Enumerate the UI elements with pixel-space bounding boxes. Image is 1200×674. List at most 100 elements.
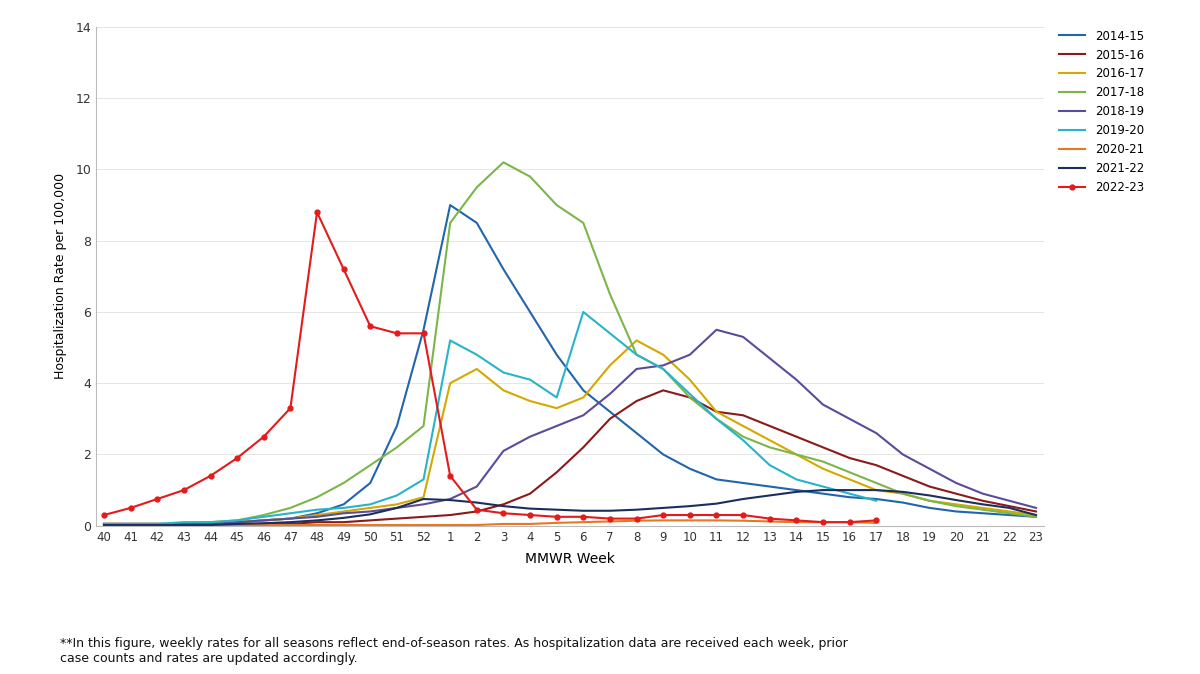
2020-21 <box>203 521 217 529</box>
Y-axis label: Hospitalization Rate per 100,000: Hospitalization Rate per 100,000 <box>54 173 67 379</box>
2017-18 <box>176 520 191 528</box>
2014-15 <box>283 514 298 522</box>
2015-16 <box>310 518 324 526</box>
2022-23 <box>842 518 857 526</box>
2021-22 <box>150 521 164 529</box>
2020-21 <box>683 516 697 524</box>
2017-18 <box>523 173 538 181</box>
2017-18 <box>550 201 564 209</box>
2017-18 <box>364 461 378 469</box>
2021-22 <box>443 496 457 504</box>
2019-20 <box>736 436 750 444</box>
2014-15 <box>203 518 217 526</box>
2014-15 <box>895 499 910 507</box>
2020-21 <box>176 521 191 529</box>
2015-16 <box>736 411 750 419</box>
2022-23 <box>390 330 404 338</box>
2021-22 <box>736 495 750 503</box>
2019-20 <box>523 375 538 384</box>
2016-17 <box>124 520 138 528</box>
2015-16 <box>842 454 857 462</box>
2019-20 <box>683 390 697 398</box>
2014-15 <box>1002 511 1016 519</box>
2017-18 <box>576 219 590 227</box>
2018-19 <box>709 326 724 334</box>
2019-20 <box>203 518 217 526</box>
2022-23 <box>283 404 298 412</box>
2022-23 <box>257 433 271 441</box>
2016-17 <box>976 504 990 512</box>
2016-17 <box>602 361 617 369</box>
2022-23 <box>97 511 112 519</box>
2014-15 <box>336 500 350 508</box>
2021-22 <box>336 514 350 522</box>
2020-21 <box>790 518 804 526</box>
2019-20 <box>550 394 564 402</box>
2021-22 <box>176 521 191 529</box>
Line: 2019-20: 2019-20 <box>104 312 876 524</box>
Legend: 2014-15, 2015-16, 2016-17, 2017-18, 2018-19, 2019-20, 2020-21, 2021-22, 2022-23: 2014-15, 2015-16, 2016-17, 2017-18, 2018… <box>1056 26 1147 197</box>
2014-15 <box>310 510 324 518</box>
2016-17 <box>416 493 431 501</box>
2019-20 <box>469 350 484 359</box>
2020-21 <box>257 521 271 529</box>
Line: 2020-21: 2020-21 <box>104 520 876 525</box>
2017-18 <box>895 489 910 497</box>
Line: 2022-23: 2022-23 <box>102 210 878 524</box>
2019-20 <box>790 475 804 483</box>
2016-17 <box>895 489 910 497</box>
2021-22 <box>124 521 138 529</box>
2022-23 <box>602 514 617 522</box>
2021-22 <box>895 488 910 496</box>
2019-20 <box>97 520 112 528</box>
2015-16 <box>656 386 671 394</box>
2014-15 <box>416 326 431 334</box>
2014-15 <box>949 508 964 516</box>
2016-17 <box>1028 511 1043 519</box>
2019-20 <box>390 491 404 499</box>
2021-22 <box>97 521 112 529</box>
2015-16 <box>443 511 457 519</box>
2019-20 <box>602 330 617 338</box>
2019-20 <box>416 475 431 483</box>
2014-15 <box>469 219 484 227</box>
2018-19 <box>336 510 350 518</box>
2019-20 <box>150 520 164 528</box>
2020-21 <box>310 521 324 529</box>
2014-15 <box>176 520 191 528</box>
2018-19 <box>203 520 217 528</box>
2021-22 <box>1028 511 1043 519</box>
2022-23 <box>550 513 564 521</box>
2020-21 <box>842 518 857 526</box>
2016-17 <box>176 520 191 528</box>
2018-19 <box>416 500 431 508</box>
2015-16 <box>709 408 724 416</box>
2016-17 <box>523 397 538 405</box>
2018-19 <box>842 415 857 423</box>
2017-18 <box>124 520 138 528</box>
2015-16 <box>257 520 271 528</box>
2018-19 <box>443 495 457 503</box>
2015-16 <box>523 489 538 497</box>
2016-17 <box>469 365 484 373</box>
2017-18 <box>336 479 350 487</box>
2017-18 <box>416 422 431 430</box>
2017-18 <box>203 518 217 526</box>
2016-17 <box>869 486 883 494</box>
2021-22 <box>869 486 883 494</box>
2015-16 <box>576 443 590 452</box>
2015-16 <box>124 520 138 528</box>
2019-20 <box>364 500 378 508</box>
2014-15 <box>976 510 990 518</box>
2018-19 <box>230 518 245 526</box>
2019-20 <box>842 489 857 497</box>
2016-17 <box>150 520 164 528</box>
2014-15 <box>230 518 245 526</box>
2014-15 <box>842 493 857 501</box>
2018-19 <box>602 390 617 398</box>
2021-22 <box>416 495 431 503</box>
2017-18 <box>150 520 164 528</box>
2014-15 <box>629 429 643 437</box>
2018-19 <box>656 361 671 369</box>
Text: **In this figure, weekly rates for all seasons reflect end-of-season rates. As h: **In this figure, weekly rates for all s… <box>60 637 847 665</box>
